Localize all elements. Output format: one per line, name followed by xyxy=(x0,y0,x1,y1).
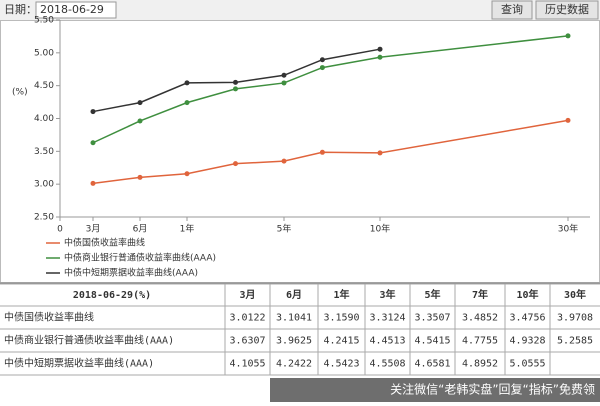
column-header: 3年 xyxy=(379,288,395,301)
history-button[interactable] xyxy=(535,0,599,20)
point xyxy=(90,180,96,186)
history-label: 历史数据 xyxy=(545,2,589,16)
point xyxy=(319,149,325,155)
column-header: 30年 xyxy=(564,288,586,301)
cell-value: 4.4513 xyxy=(369,336,405,347)
cell-value: 4.1055 xyxy=(229,359,265,370)
point xyxy=(319,65,325,71)
column-header: 1年 xyxy=(333,288,349,301)
cell-value: 4.9328 xyxy=(509,336,545,347)
row-label: 中债中短期票据收益率曲线(AAA) xyxy=(4,357,154,370)
x-tick-label: 30年 xyxy=(558,223,578,235)
y-tick-label: 4.50 xyxy=(34,81,54,91)
point xyxy=(377,54,383,60)
cell-value: 4.7755 xyxy=(462,336,498,347)
point xyxy=(377,150,383,156)
x-tick-label: 6月 xyxy=(133,224,148,235)
point xyxy=(281,80,287,86)
point xyxy=(565,117,571,123)
point xyxy=(184,100,190,106)
point xyxy=(281,72,287,78)
date-input[interactable] xyxy=(35,1,117,19)
x-tick-label: 5年 xyxy=(277,223,292,235)
point xyxy=(233,161,238,167)
point xyxy=(565,33,571,39)
point xyxy=(233,79,238,85)
cell-value: 3.0122 xyxy=(229,313,265,324)
cell-value: 3.9625 xyxy=(276,336,312,347)
point xyxy=(281,158,287,164)
cell-value: 3.6307 xyxy=(229,336,265,347)
cell-value: 3.4756 xyxy=(509,313,545,324)
row-label: 中债商业银行普通债收益率曲线(AAA) xyxy=(4,334,174,347)
query-label: 查询 xyxy=(501,2,523,16)
chart-frame xyxy=(0,20,600,283)
watermark: 关注微信“老韩实盘”回复“指标”免费领 xyxy=(390,382,595,397)
toolbar xyxy=(0,0,600,20)
date-label: 日期： xyxy=(4,3,37,16)
x-tick-label: 10年 xyxy=(370,223,390,235)
x-tick-label: 1年 xyxy=(180,223,195,235)
cell-value: 4.5415 xyxy=(414,336,450,347)
column-header: 10年 xyxy=(516,288,538,301)
y-tick-label: 3.50 xyxy=(34,147,54,157)
y-tick-label: 5.00 xyxy=(34,48,54,58)
column-header: 3月 xyxy=(239,289,255,301)
legend-label: 中债中短期票据收益率曲线(AAA) xyxy=(64,267,198,279)
cell-value: 5.0555 xyxy=(509,359,545,370)
legend-label: 中债商业银行普通债收益率曲线(AAA) xyxy=(64,252,216,264)
cell-value: 4.2422 xyxy=(276,359,312,370)
table-header: 2018-06-29(%) xyxy=(73,290,151,301)
column-header: 6月 xyxy=(286,289,302,301)
point xyxy=(319,57,325,63)
date-value: 2018-06-29 xyxy=(40,3,104,16)
series-line xyxy=(92,35,569,144)
y-axis-label: (%) xyxy=(12,88,28,98)
query-button[interactable] xyxy=(491,0,533,20)
cell-value: 3.3507 xyxy=(414,313,450,324)
column-header: 5年 xyxy=(424,288,440,301)
watermark-bg xyxy=(270,378,600,402)
point xyxy=(137,118,143,124)
cell-value: 4.5423 xyxy=(323,359,359,370)
x-tick-label: 0 xyxy=(57,225,63,235)
series-line xyxy=(92,119,569,185)
point xyxy=(377,46,383,52)
cell-value: 4.8952 xyxy=(462,359,498,370)
cell-value: 3.9708 xyxy=(557,313,593,324)
cell-value: 3.1590 xyxy=(323,313,359,324)
cell-value: 4.5508 xyxy=(369,359,405,370)
point xyxy=(137,174,143,180)
y-tick-label: 2.50 xyxy=(34,213,54,223)
cell-value: 3.3124 xyxy=(369,313,405,324)
point xyxy=(90,140,96,146)
cell-value: 3.4852 xyxy=(462,313,498,324)
point xyxy=(184,80,190,86)
cell-value: 4.2415 xyxy=(323,336,359,347)
point xyxy=(184,171,190,177)
y-tick-label: 3.00 xyxy=(34,180,54,190)
point xyxy=(90,109,96,115)
column-header: 7年 xyxy=(472,288,488,301)
legend-label: 中债国债收益率曲线 xyxy=(64,237,145,249)
cell-value: 3.1041 xyxy=(276,313,312,324)
point xyxy=(137,100,143,106)
x-tick-label: 3月 xyxy=(86,224,101,235)
point xyxy=(233,86,238,92)
y-tick-label: 4.00 xyxy=(34,114,54,124)
cell-value: 4.6581 xyxy=(414,359,450,370)
y-tick-label: 5.50 xyxy=(34,16,54,26)
cell-value: 5.2585 xyxy=(557,336,593,347)
row-label: 中债国债收益率曲线 xyxy=(4,311,94,324)
